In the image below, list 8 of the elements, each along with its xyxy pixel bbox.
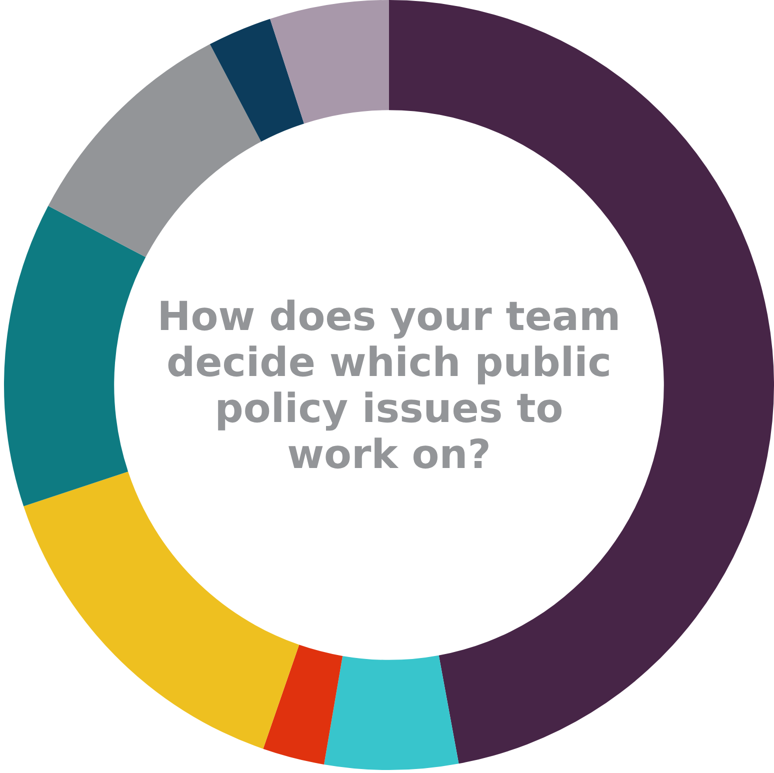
donut-slice [324,655,459,770]
donut-slice [270,0,389,124]
donut-slice [210,18,304,142]
text: How does your team decide which public policy issues to work on? [157,294,621,478]
donut-slice [4,206,146,506]
donut-slice [24,472,300,749]
donut-slice [263,644,343,764]
donut-slice [48,44,262,258]
